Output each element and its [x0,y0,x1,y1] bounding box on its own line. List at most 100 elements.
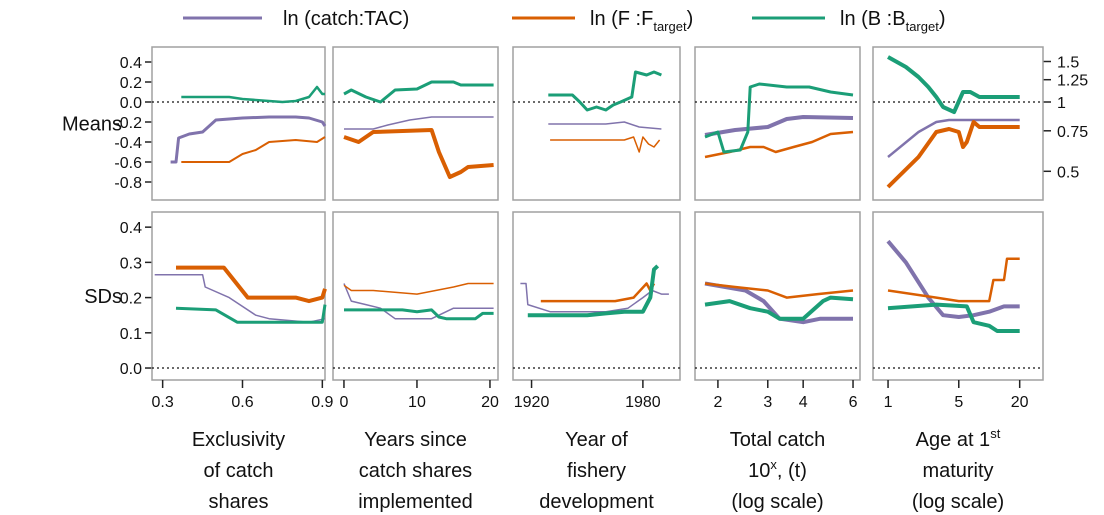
x-axis-label: of catch [203,460,273,482]
panel-frame [694,211,861,381]
y-tick-label: -0.6 [114,155,142,172]
x-axis-label: implemented [358,491,473,513]
x-tick-label: 2 [713,394,722,411]
series-line [704,115,854,137]
x-tick-label: 1920 [514,394,550,411]
y-tick-label: -0.4 [114,135,142,152]
x-axis-label: maturity [922,460,993,482]
y-tick-label: 0.0 [120,361,142,378]
series-line [704,82,854,154]
series-line [548,70,662,112]
x-axis-label: fishery [567,460,626,482]
panel-frame [332,46,499,201]
y2-tick-label: 1.25 [1057,73,1088,90]
legend-label: ln (F :Ftarget) [590,8,693,34]
series-line [344,116,494,130]
series-line [704,295,854,321]
y-tick-label: 0.0 [120,95,142,112]
x-tick-label: 3 [763,394,772,411]
legend-label: ln (catch:TAC) [283,8,409,30]
text-part: 10 [748,460,770,482]
text-part: target [906,19,940,34]
row-label: SDs [84,286,122,308]
series-line [176,265,327,304]
x-axis-label: Total catch [730,429,826,451]
series-line [343,80,494,104]
series-line [527,264,660,318]
series-line [520,282,669,313]
series-line [343,282,494,295]
y2-tick-label: 0.75 [1057,124,1088,141]
series-line [550,136,661,153]
x-tick-label: 1980 [625,394,661,411]
panel-frame [512,46,681,201]
text-part: x [770,457,777,472]
panel-frame [151,46,326,201]
panel-frame [512,211,681,381]
x-tick-label: 0.9 [311,394,333,411]
y2-tick-label: 1.5 [1057,55,1079,72]
text-part: Age at 1 [916,429,991,451]
x-tick-label: 0 [339,394,348,411]
series-line [887,55,1020,114]
series-line [887,302,1020,333]
text-part: st [990,426,1001,441]
series-line [548,121,662,130]
series-line [343,128,494,179]
series-line [704,282,854,299]
legend-label: ln (B :Btarget) [840,8,946,34]
text-part: ) [939,8,946,30]
series-line [344,308,494,321]
y-tick-label: 0.3 [120,255,142,272]
text-part: ) [687,8,694,30]
series-line [540,282,656,303]
text-part: target [653,19,687,34]
x-axis-label: Years since [364,429,467,451]
series-line [887,257,1020,303]
series-line [181,136,326,163]
x-tick-label: 4 [799,394,808,411]
series-line [887,118,1020,158]
text-part: ln (B :B [840,8,906,30]
panel-frame [872,46,1044,201]
x-axis-label: (log scale) [912,491,1004,513]
x-axis-label: 10x, (t) [748,457,807,482]
panel-frame [151,211,326,381]
series-line [886,239,1020,319]
x-tick-label: 5 [954,394,963,411]
y2-tick-label: 1 [1057,95,1066,112]
x-tick-label: 1 [884,394,893,411]
y-tick-label: 0.2 [120,291,142,308]
row-label: Means [62,114,122,136]
x-tick-label: 0.6 [231,394,253,411]
text-part: ln (F :F [590,8,653,30]
series-line [170,115,327,164]
y-tick-label: -0.2 [114,115,142,132]
panel-frame [694,46,861,201]
y-tick-label: 0.4 [120,220,142,237]
text-part: , (t) [777,460,807,482]
x-axis-label: catch shares [359,460,472,482]
y-tick-label: 0.2 [120,75,142,92]
text-part: ln (catch:TAC) [283,8,409,30]
x-axis-label: Exclusivity [192,429,285,451]
x-tick-label: 0.3 [152,394,174,411]
x-tick-label: 6 [849,394,858,411]
x-axis-label: Year of [565,429,628,451]
panel-frame [872,211,1044,381]
x-axis-label: development [539,491,654,513]
series-line [886,120,1020,189]
series-line [343,283,494,320]
x-tick-label: 20 [1011,394,1029,411]
series-line [175,304,327,324]
x-tick-label: 10 [408,394,426,411]
y2-tick-label: 0.5 [1057,164,1079,181]
panel-frame [332,211,499,381]
x-tick-label: 20 [481,394,499,411]
x-axis-label: Age at 1st [916,426,1001,451]
y-tick-label: 0.1 [120,326,142,343]
x-axis-label: shares [208,491,268,513]
y-tick-label: 0.4 [120,55,142,72]
y-tick-label: -0.8 [114,175,142,192]
